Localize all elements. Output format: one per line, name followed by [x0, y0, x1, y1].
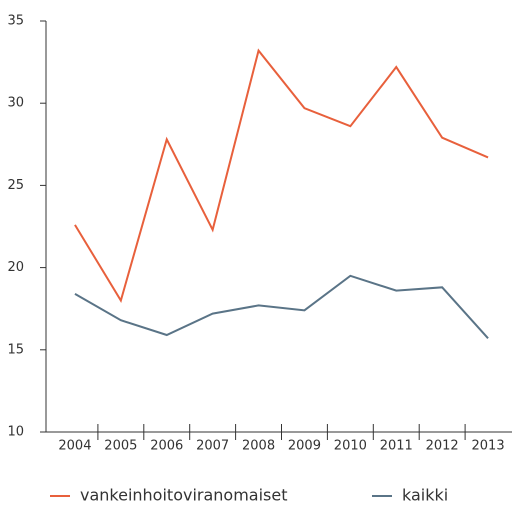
legend-label: kaikki [402, 486, 448, 505]
x-tick-label: 2012 [426, 439, 459, 454]
y-tick-label: 30 [7, 96, 24, 111]
x-tick-label: 2004 [58, 439, 91, 454]
y-tick-label: 15 [7, 342, 24, 357]
x-tick-label: 2008 [242, 439, 275, 454]
x-tick-label: 2009 [288, 439, 321, 454]
x-tick-label: 2010 [334, 439, 367, 454]
x-tick-label: 2005 [104, 439, 137, 454]
y-tick-label: 25 [7, 178, 24, 193]
x-tick-label: 2007 [196, 439, 229, 454]
series-line [74, 48, 489, 303]
legend-label: vankeinhoitoviranomaiset [80, 486, 288, 505]
y-tick-label: 10 [7, 425, 24, 440]
y-tick-label: 20 [7, 260, 24, 275]
x-tick-label: 2011 [380, 439, 413, 454]
x-tick-label: 2006 [150, 439, 183, 454]
series-line [74, 274, 489, 339]
y-tick-label: 35 [7, 14, 24, 29]
x-tick-label: 2013 [472, 439, 505, 454]
